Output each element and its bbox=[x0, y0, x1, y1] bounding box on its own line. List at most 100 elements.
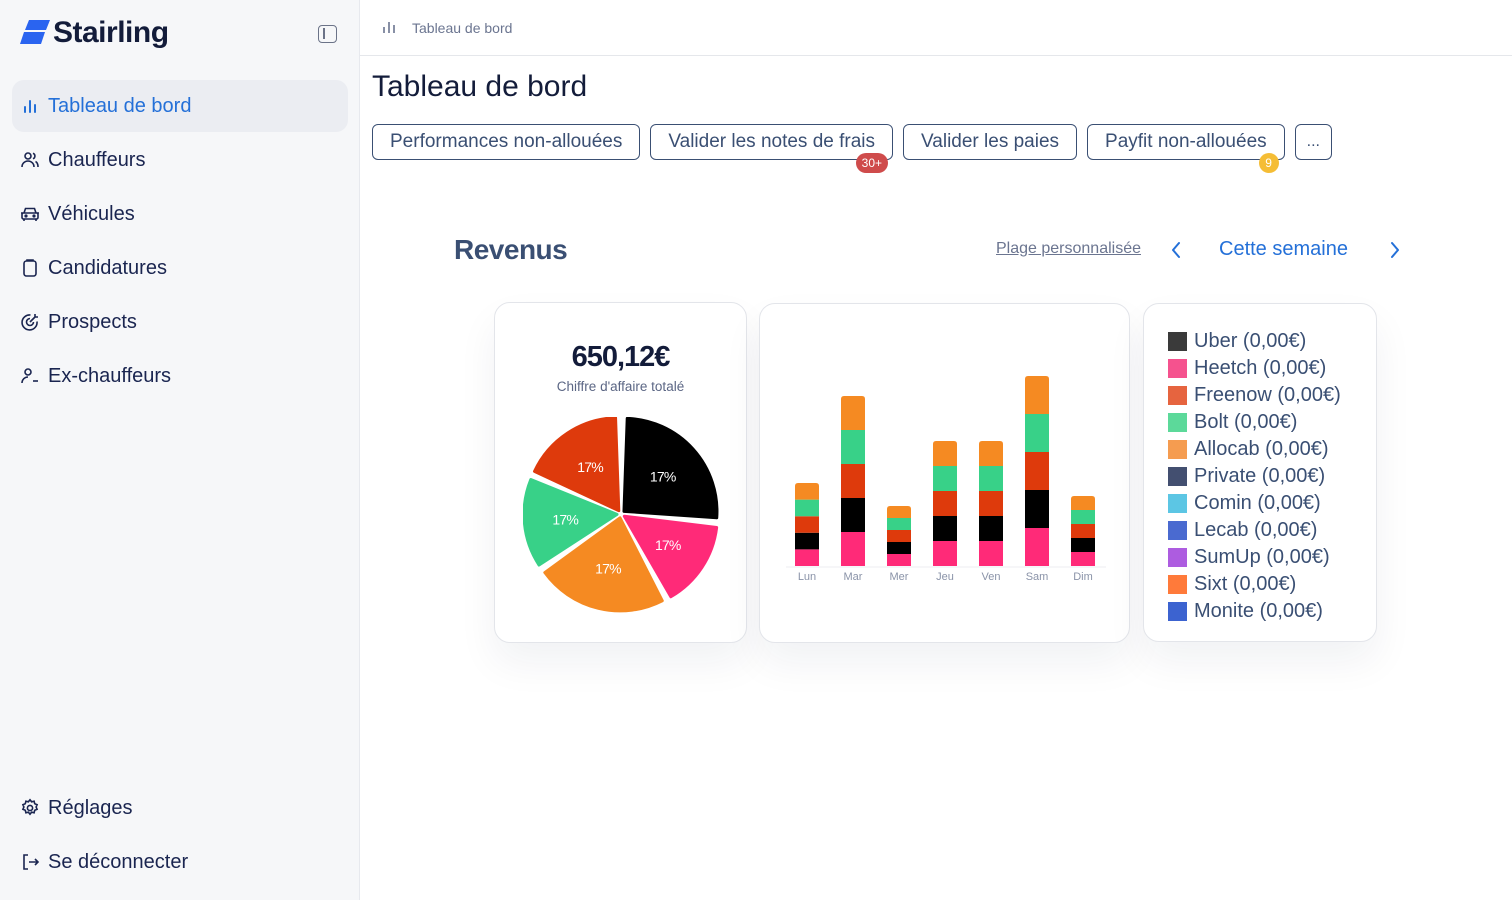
pie-slice[interactable] bbox=[622, 514, 719, 599]
logo[interactable]: Stairling bbox=[20, 16, 169, 50]
legend-item[interactable]: Bolt (0,00€) bbox=[1168, 409, 1341, 436]
bar-segment[interactable] bbox=[933, 466, 957, 491]
pie-slice-label: 17% bbox=[650, 468, 676, 484]
more-actions-button[interactable]: ... bbox=[1294, 124, 1332, 160]
clipboard-icon bbox=[20, 258, 40, 278]
count-badge: 30+ bbox=[855, 153, 889, 173]
bar-segment[interactable] bbox=[1071, 496, 1095, 510]
bar-segment[interactable] bbox=[887, 506, 911, 518]
legend-item[interactable]: Allocab (0,00€) bbox=[1168, 436, 1341, 463]
legend-item[interactable]: Private (0,00€) bbox=[1168, 463, 1341, 490]
pie-slice-label: 17% bbox=[552, 511, 578, 527]
bar-segment[interactable] bbox=[1025, 414, 1049, 452]
bar-segment[interactable] bbox=[933, 491, 957, 516]
legend-label: Monite (0,00€) bbox=[1194, 600, 1323, 622]
sidebar-item-vehicles[interactable]: Véhicules bbox=[12, 188, 348, 240]
chevron-right-icon[interactable] bbox=[1387, 240, 1403, 260]
bar-segment[interactable] bbox=[933, 516, 957, 541]
bar-segment[interactable] bbox=[795, 499, 819, 517]
pie-slice[interactable] bbox=[523, 478, 619, 567]
bar-segment[interactable] bbox=[979, 441, 1003, 466]
custom-range-link[interactable]: Plage personnalisée bbox=[996, 240, 1141, 257]
breadcrumb-current[interactable]: Tableau de bord bbox=[412, 20, 513, 36]
legend-label: Bolt (0,00€) bbox=[1194, 411, 1298, 433]
logout-icon bbox=[20, 852, 40, 872]
unallocated-performances-button[interactable]: Performances non-allouées bbox=[372, 124, 641, 160]
bar-segment[interactable] bbox=[795, 532, 819, 550]
legend-swatch-icon bbox=[1168, 548, 1187, 567]
bar-segment[interactable] bbox=[887, 554, 911, 566]
bar-segment[interactable] bbox=[979, 516, 1003, 541]
bar-segment[interactable] bbox=[979, 466, 1003, 491]
legend-item[interactable]: Freenow (0,00€) bbox=[1168, 382, 1341, 409]
legend-item[interactable]: Sixt (0,00€) bbox=[1168, 571, 1341, 598]
payfit-unallocated-button[interactable]: Payfit non-allouées 9 bbox=[1087, 124, 1285, 173]
button-label: ... bbox=[1306, 133, 1320, 150]
legend-swatch-icon bbox=[1168, 467, 1187, 486]
bar-segment[interactable] bbox=[1071, 538, 1095, 552]
sidebar-item-drivers[interactable]: Chauffeurs bbox=[12, 134, 348, 186]
x-tick-label: Mar bbox=[844, 571, 863, 583]
legend-item[interactable]: Comin (0,00€) bbox=[1168, 490, 1341, 517]
sidebar-item-former-drivers[interactable]: Ex-chauffeurs bbox=[12, 350, 348, 402]
weekly-revenue-card: Lun Mar Mer Jeu Ven Sam Dim bbox=[759, 303, 1130, 643]
legend-item[interactable]: SumUp (0,00€) bbox=[1168, 544, 1341, 571]
sidebar-item-prospects[interactable]: Prospects bbox=[12, 296, 348, 348]
bar-segment[interactable] bbox=[1025, 490, 1049, 528]
legend-swatch-icon bbox=[1168, 359, 1187, 378]
x-tick-label: Jeu bbox=[936, 571, 954, 583]
revenue-pie-chart: 17% 17% 17% 17% 17% bbox=[523, 417, 719, 613]
sidebar-item-label: Tableau de bord bbox=[48, 94, 192, 117]
revenue-title: Revenus bbox=[454, 234, 568, 265]
validate-payroll-button[interactable]: Valider les paies bbox=[903, 124, 1078, 160]
pie-slice[interactable] bbox=[533, 417, 621, 513]
bar-segment[interactable] bbox=[795, 483, 819, 500]
pie-slice-label: 17% bbox=[577, 459, 603, 475]
bar-segment[interactable] bbox=[887, 518, 911, 530]
x-tick-label: Sam bbox=[1026, 571, 1049, 583]
bar-segment[interactable] bbox=[1025, 452, 1049, 490]
legend-swatch-icon bbox=[1168, 413, 1187, 432]
bar-segment[interactable] bbox=[933, 441, 957, 466]
bar-segment[interactable] bbox=[1025, 528, 1049, 566]
bar-segment[interactable] bbox=[1071, 510, 1095, 524]
pie-slice[interactable] bbox=[543, 516, 664, 613]
bar-segment[interactable] bbox=[795, 516, 819, 533]
bar-segment[interactable] bbox=[1071, 524, 1095, 538]
sidebar: Stairling Tableau de bord Chauffeurs Véh… bbox=[0, 0, 360, 900]
bar-segment[interactable] bbox=[1071, 552, 1095, 566]
legend-item[interactable]: Heetch (0,00€) bbox=[1168, 355, 1341, 382]
period-label[interactable]: Cette semaine bbox=[1219, 238, 1348, 260]
legend-item[interactable]: Uber (0,00€) bbox=[1168, 328, 1341, 355]
bar-segment[interactable] bbox=[1025, 376, 1049, 414]
x-tick-label: Lun bbox=[798, 571, 816, 583]
legend-item[interactable]: Lecab (0,00€) bbox=[1168, 517, 1341, 544]
validate-expenses-button[interactable]: Valider les notes de frais 30+ bbox=[650, 124, 894, 173]
bar-segment[interactable] bbox=[841, 464, 865, 498]
legend-label: Uber (0,00€) bbox=[1194, 330, 1307, 352]
sidebar-item-settings[interactable]: Réglages bbox=[12, 782, 348, 834]
sidebar-item-logout[interactable]: Se déconnecter bbox=[12, 836, 348, 888]
chevron-left-icon[interactable] bbox=[1168, 240, 1184, 260]
users-icon bbox=[20, 150, 40, 170]
bar-segment[interactable] bbox=[841, 396, 865, 430]
button-label: Valider les notes de frais bbox=[668, 131, 876, 152]
sidebar-item-applications[interactable]: Candidatures bbox=[12, 242, 348, 294]
bar-segment[interactable] bbox=[841, 532, 865, 566]
bar-segment[interactable] bbox=[887, 530, 911, 542]
bar-segment[interactable] bbox=[841, 430, 865, 464]
bar-segment[interactable] bbox=[979, 541, 1003, 566]
total-revenue-label: Chiffre d'affaire totalé bbox=[556, 379, 685, 394]
sidebar-item-label: Ex-chauffeurs bbox=[48, 364, 172, 387]
sidebar-item-dashboard[interactable]: Tableau de bord bbox=[12, 80, 348, 132]
sidebar-item-label: Chauffeurs bbox=[48, 148, 146, 171]
pie-slice[interactable] bbox=[622, 417, 719, 520]
bar-segment[interactable] bbox=[979, 491, 1003, 516]
sidebar-toggle-icon[interactable] bbox=[318, 25, 337, 43]
bar-segment[interactable] bbox=[841, 498, 865, 532]
bar-segment[interactable] bbox=[933, 541, 957, 566]
legend-item[interactable]: Monite (0,00€) bbox=[1168, 598, 1341, 625]
bar-segment[interactable] bbox=[887, 542, 911, 554]
bar-segment[interactable] bbox=[795, 549, 819, 566]
legend-label: Allocab (0,00€) bbox=[1194, 438, 1329, 460]
